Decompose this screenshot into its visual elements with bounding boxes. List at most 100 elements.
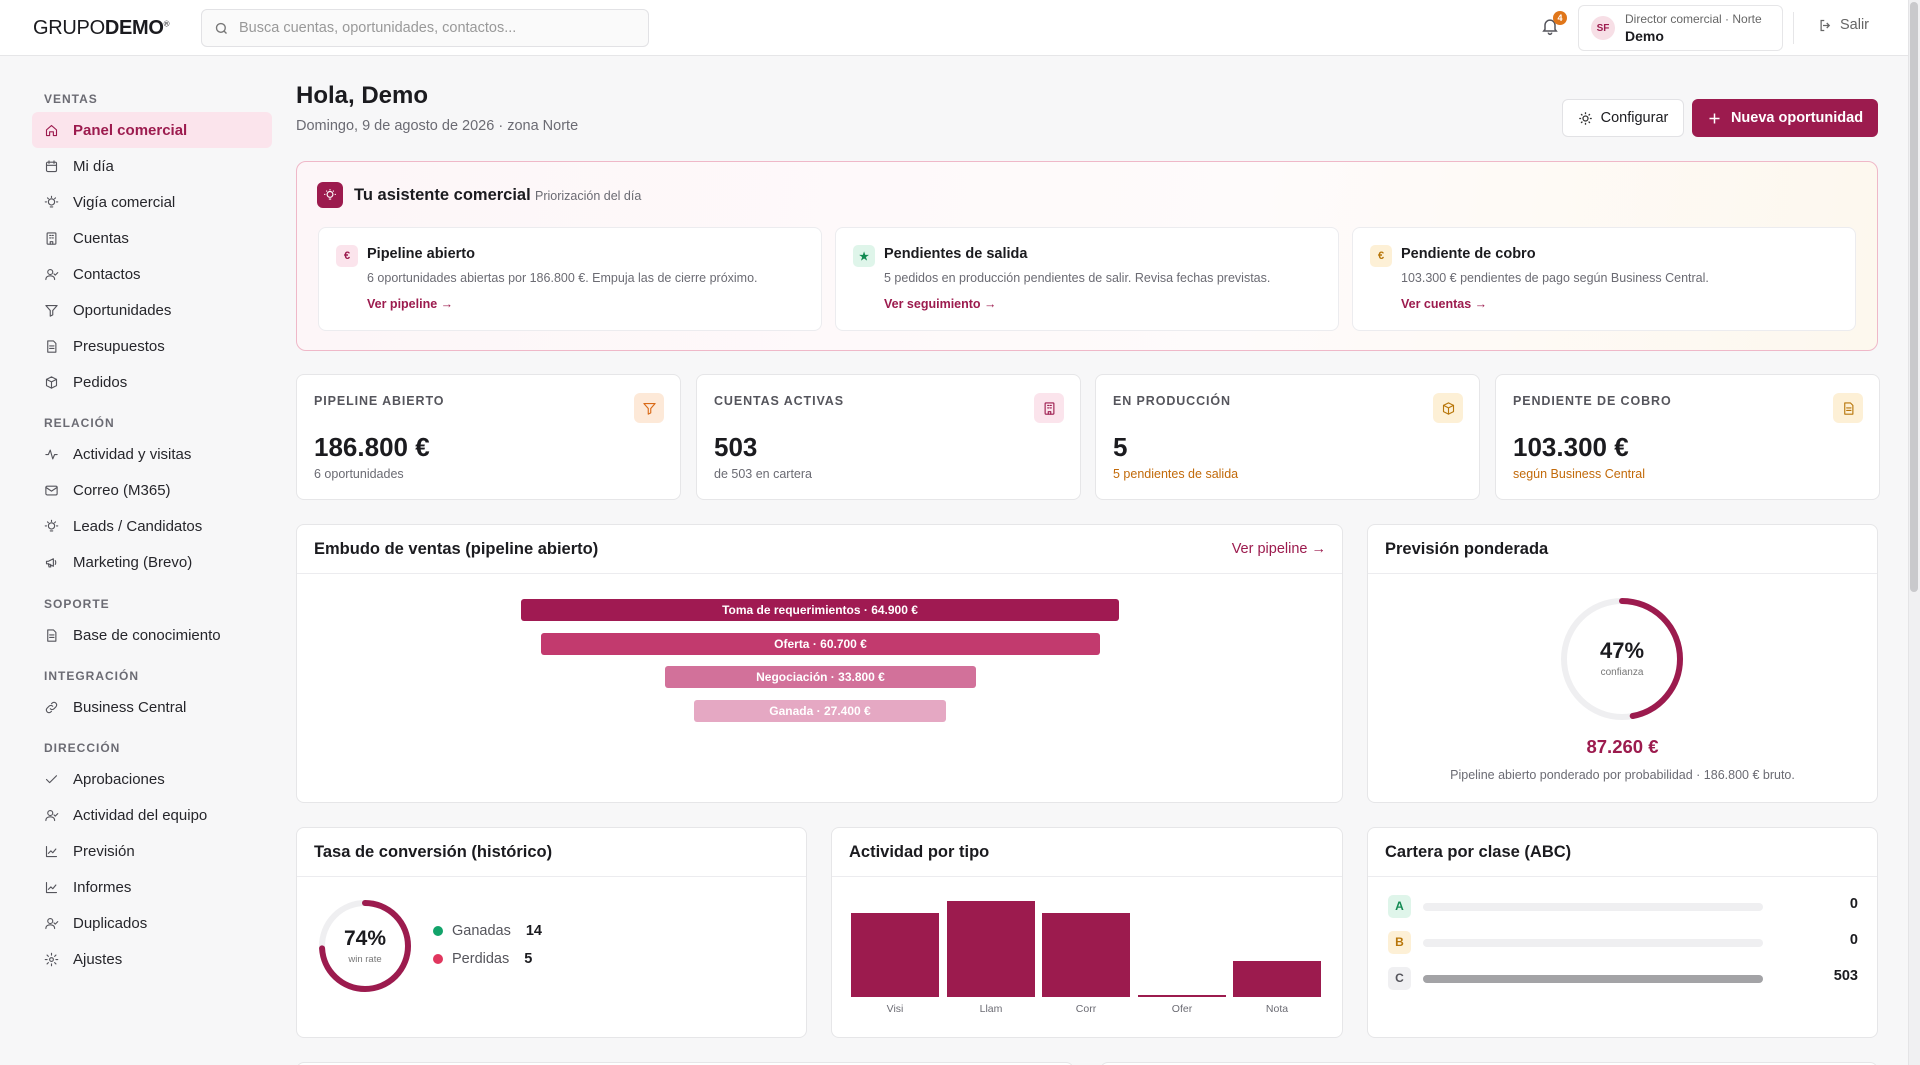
abc-class-badge: A (1388, 894, 1411, 918)
kpi-icon (634, 393, 664, 423)
activity-bar[interactable] (947, 901, 1035, 997)
sidebar-item-label: Presupuestos (73, 337, 165, 355)
sidebar-item[interactable]: Contactos (32, 256, 272, 292)
kpi-label: PIPELINE ABIERTO (314, 394, 445, 408)
logout-button[interactable]: Salir (1818, 17, 1869, 33)
sidebar-item-label: Actividad del equipo (73, 806, 208, 824)
legend-won: Ganadas 14 (433, 923, 542, 939)
abc-class-badge: B (1388, 930, 1411, 954)
sidebar-item[interactable]: Previsión (32, 833, 272, 869)
funnel-bar[interactable]: Oferta · 60.700 € (541, 633, 1100, 655)
sidebar-item[interactable]: Panel comercial (32, 112, 272, 148)
user-name: Demo (1625, 28, 1664, 44)
sidebar-section-title: VENTAS (44, 92, 98, 106)
assistant-card-title: Pendiente de cobro (1401, 246, 1536, 262)
search-box[interactable] (201, 9, 649, 47)
plus-icon (1709, 113, 1720, 123)
sidebar-item-label: Business Central (73, 698, 187, 716)
sidebar-item[interactable]: Cuentas (32, 220, 272, 256)
kpi-icon (1034, 393, 1064, 423)
scrollbar-thumb[interactable] (1910, 2, 1918, 592)
funnel-bar[interactable]: Negociación · 33.800 € (665, 666, 976, 688)
user-menu[interactable]: SF Director comercial · Norte Demo (1578, 5, 1783, 51)
sidebar-item[interactable]: Business Central (32, 689, 272, 725)
assistant-card-link[interactable]: Ver cuentas → (1401, 297, 1488, 311)
sidebar-item[interactable]: Vigía comercial (32, 184, 272, 220)
funnel-bar[interactable]: Toma de requerimientos · 64.900 € (521, 599, 1119, 621)
abc-count: 503 (1833, 968, 1858, 984)
sidebar-item[interactable]: Aprobaciones (32, 761, 272, 797)
document-icon (1843, 401, 1853, 415)
sidebar-item-label: Base de conocimiento (73, 626, 221, 644)
assistant-card-link[interactable]: Ver seguimiento → (884, 297, 997, 311)
sidebar-item-label: Marketing (Brevo) (73, 553, 193, 571)
sidebar-item[interactable]: Marketing (Brevo) (32, 544, 272, 580)
assistant-card-icon: € (336, 245, 358, 267)
abc-row: C 503 (1388, 966, 1858, 990)
sidebar-item[interactable]: Base de conocimiento (32, 617, 272, 653)
lost-label: Perdidas (452, 951, 510, 967)
header-divider (1793, 12, 1794, 44)
sidebar-item-label: Duplicados (73, 914, 148, 932)
new-opportunity-button[interactable]: Nueva oportunidad (1692, 99, 1878, 137)
kpi-value: 186.800 € (314, 432, 430, 462)
gear-icon (44, 952, 59, 966)
sidebar-item-label: Actividad y visitas (73, 445, 192, 463)
mail-icon (45, 485, 58, 495)
sidebar-item[interactable]: Presupuestos (32, 328, 272, 364)
notifications-button[interactable] (1540, 16, 1562, 38)
sidebar-item[interactable]: Mi día (32, 148, 272, 184)
sidebar-item[interactable]: Oportunidades (32, 292, 272, 328)
sidebar-item[interactable]: Ajustes (32, 941, 272, 977)
kpi-label: EN PRODUCCIÓN (1113, 394, 1231, 408)
activity-bar-label: Ofer (1171, 1003, 1193, 1015)
assistant-card-desc: 103.300 € pendientes de pago según Busin… (1401, 271, 1709, 285)
lost-dot (433, 954, 443, 964)
abc-bar-track (1423, 903, 1763, 911)
funnel-pipeline-link[interactable]: Ver pipeline → (1231, 541, 1326, 557)
sidebar-item[interactable]: Pedidos (32, 364, 272, 400)
link-icon (45, 701, 58, 713)
sidebar-item[interactable]: Informes (32, 869, 272, 905)
search-input[interactable] (239, 20, 619, 36)
bell-icon (1542, 19, 1558, 36)
megaphone-icon (45, 557, 57, 567)
kpi-card: CUENTAS ACTIVAS 503 de 503 en cartera (696, 374, 1081, 500)
sidebar-item-label: Oportunidades (73, 301, 172, 319)
sidebar-item[interactable]: Actividad y visitas (32, 436, 272, 472)
sidebar-item[interactable]: Actividad del equipo (32, 797, 272, 833)
lost-value: 5 (524, 951, 533, 967)
conversion-rate: 74% (343, 927, 387, 950)
activity-bar[interactable] (851, 913, 939, 997)
funnel-bar[interactable]: Ganada · 27.400 € (694, 700, 946, 722)
configure-button[interactable]: Configurar (1562, 99, 1684, 137)
chart-line-icon (45, 845, 58, 857)
sidebar-item-label: Pedidos (73, 373, 128, 391)
sidebar-item-label: Ajustes (73, 950, 123, 968)
sidebar-item-label: Mi día (73, 157, 114, 175)
conversion-panel: Tasa de conversión (histórico) 74% win r… (296, 827, 807, 1038)
abc-bar-track (1423, 975, 1763, 983)
sidebar-item[interactable]: Leads / Candidatos (32, 508, 272, 544)
kpi-label: CUENTAS ACTIVAS (714, 394, 844, 408)
assistant-card-desc: 6 oportunidades abiertas por 186.800 €. … (367, 271, 758, 285)
activity-bar[interactable] (1233, 961, 1321, 997)
assistant-card: € Pipeline abierto 6 oportunidades abierta… (318, 227, 822, 331)
assistant-card-icon: ★ (853, 245, 875, 267)
notification-count-badge: 4 (1553, 11, 1567, 25)
forecast-panel: Previsión ponderada 47% confianza 87.260… (1367, 524, 1878, 803)
kpi-value: 503 (714, 432, 758, 462)
sidebar-section-title: SOPORTE (44, 597, 110, 611)
conversion-ring (319, 900, 411, 992)
sidebar-item[interactable]: Correo (M365) (32, 472, 272, 508)
logo[interactable]: GRUPODEMO® (33, 17, 170, 39)
kpi-icon (1433, 393, 1463, 423)
sidebar-item[interactable]: Duplicados (32, 905, 272, 941)
sidebar-item-label: Correo (M365) (73, 481, 171, 499)
activity-bar[interactable] (1138, 995, 1226, 997)
activity-bar[interactable] (1042, 913, 1130, 997)
assistant-card-link[interactable]: Ver pipeline → (367, 297, 454, 311)
sidebar-section-title: DIRECCIÓN (44, 741, 121, 755)
